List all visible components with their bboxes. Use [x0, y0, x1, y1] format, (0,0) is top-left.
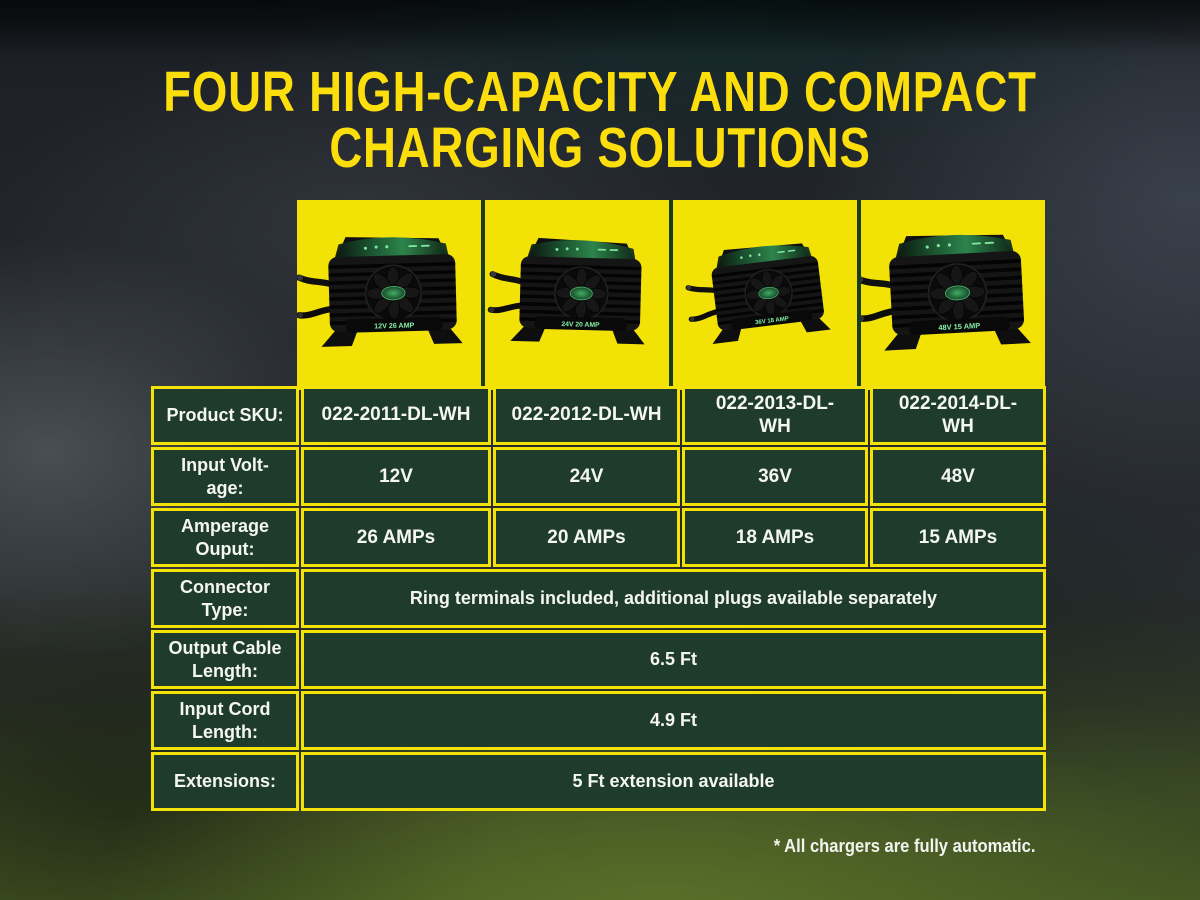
extensions-cell: 5 Ft extension available: [301, 752, 1046, 811]
status-leds-icon: [740, 249, 796, 259]
product-label: 36V 18 AMP: [755, 316, 789, 326]
product-label: 48V 15 AMP: [938, 321, 980, 332]
footnote: * All chargers are fully automatic.: [773, 836, 1035, 856]
amperage-cell-1: 26 AMPs: [301, 508, 491, 567]
product-label: 12V 26 AMP: [374, 321, 415, 330]
panel-divider: [857, 200, 861, 390]
amperage-cell-2: 20 AMPs: [493, 508, 680, 567]
sku-value: 022-2013-DL-WH: [715, 392, 835, 437]
amperage-cell-4: 15 AMPs: [870, 508, 1046, 567]
table-row-input-voltage: Input Volt- age: 12V 24V 36V 48V: [151, 447, 1046, 506]
fan-icon: [744, 268, 793, 318]
row-label-input-cord: Input Cord Length:: [151, 691, 299, 750]
fan-icon: [364, 264, 423, 322]
table-row-amperage: Amperage Ouput: 26 AMPs 20 AMPs 18 AMPs …: [151, 508, 1046, 567]
amperage-cell-3: 18 AMPs: [682, 508, 868, 567]
charger-image-1: 12V 26 AMP: [297, 237, 463, 347]
sku-cell-3: 022-2013-DL-WH: [682, 386, 868, 445]
page-title: FOUR HIGH-CAPACITY AND COMPACT CHARGING …: [0, 60, 1200, 180]
charger-image-2: 24V 20 AMP: [487, 237, 645, 345]
row-label-input-voltage: Input Volt- age:: [151, 447, 299, 506]
status-leds-icon: [555, 247, 619, 251]
row-label-amperage: Amperage Ouput:: [151, 508, 299, 567]
brand-sticker-icon: [381, 285, 406, 301]
product-label: 24V 20 AMP: [561, 321, 600, 329]
fan-icon: [554, 266, 609, 321]
sku-value: 022-2012-DL-WH: [511, 404, 662, 426]
brand-sticker-icon: [758, 286, 779, 300]
spec-table: Product SKU: 022-2011-DL-WH 022-2012-DL-…: [149, 384, 1048, 813]
page-title-line2: CHARGING SOLUTIONS: [329, 116, 871, 180]
status-leds-icon: [925, 241, 994, 249]
sku-cell-1: 022-2011-DL-WH: [301, 386, 491, 445]
brand-sticker-icon: [945, 285, 971, 301]
table-row-input-cord: Input Cord Length: 4.9 Ft: [151, 691, 1046, 750]
charger-image-3: 36V 18 AMP: [685, 243, 831, 344]
product-photo-panel-4: 48V 15 AMP: [861, 200, 1045, 390]
voltage-cell-1: 12V: [301, 447, 491, 506]
sku-cell-2: 022-2012-DL-WH: [493, 386, 680, 445]
table-row-output-cable: Output Cable Length: 6.5 Ft: [151, 630, 1046, 689]
output-cable-cell: 6.5 Ft: [301, 630, 1046, 689]
row-label-sku: Product SKU:: [151, 386, 299, 445]
sku-value: 022-2014-DL-WH: [898, 392, 1018, 437]
product-photo-panel-1: 12V 26 AMP: [297, 200, 481, 390]
table-row-connector-type: Connector Type: Ring terminals included,…: [151, 569, 1046, 628]
input-cord-cell: 4.9 Ft: [301, 691, 1046, 750]
output-cables-icon: [297, 274, 335, 319]
table-row-extensions: Extensions: 5 Ft extension available: [151, 752, 1046, 811]
row-label-output-cable: Output Cable Length:: [151, 630, 299, 689]
row-label-extensions: Extensions:: [151, 752, 299, 811]
connector-type-cell: Ring terminals included, additional plug…: [301, 569, 1046, 628]
voltage-cell-3: 36V: [682, 447, 868, 506]
voltage-cell-2: 24V: [493, 447, 680, 506]
sku-value: 022-2011-DL-WH: [321, 404, 471, 426]
sku-cell-4: 022-2014-DL-WH: [870, 386, 1046, 445]
panel-divider: [481, 200, 485, 390]
output-cables-icon: [685, 285, 721, 322]
charger-image-4: 48V 15 AMP: [861, 234, 1031, 351]
fan-icon: [927, 263, 988, 323]
product-photo-panel-2: 24V 20 AMP: [485, 200, 669, 390]
voltage-cell-4: 48V: [870, 447, 1046, 506]
table-row-sku: Product SKU: 022-2011-DL-WH 022-2012-DL-…: [151, 386, 1046, 445]
panel-divider: [669, 200, 673, 390]
status-leds-icon: [363, 244, 430, 250]
output-cables-icon: [487, 271, 526, 314]
product-photo-band: 12V 26 AMP: [297, 200, 1045, 390]
row-label-connector-type: Connector Type:: [151, 569, 299, 628]
page-title-line1: FOUR HIGH-CAPACITY AND COMPACT: [163, 60, 1037, 124]
brand-sticker-icon: [569, 286, 593, 301]
product-photo-panel-3: 36V 18 AMP: [673, 200, 857, 390]
output-cables-icon: [861, 276, 897, 322]
